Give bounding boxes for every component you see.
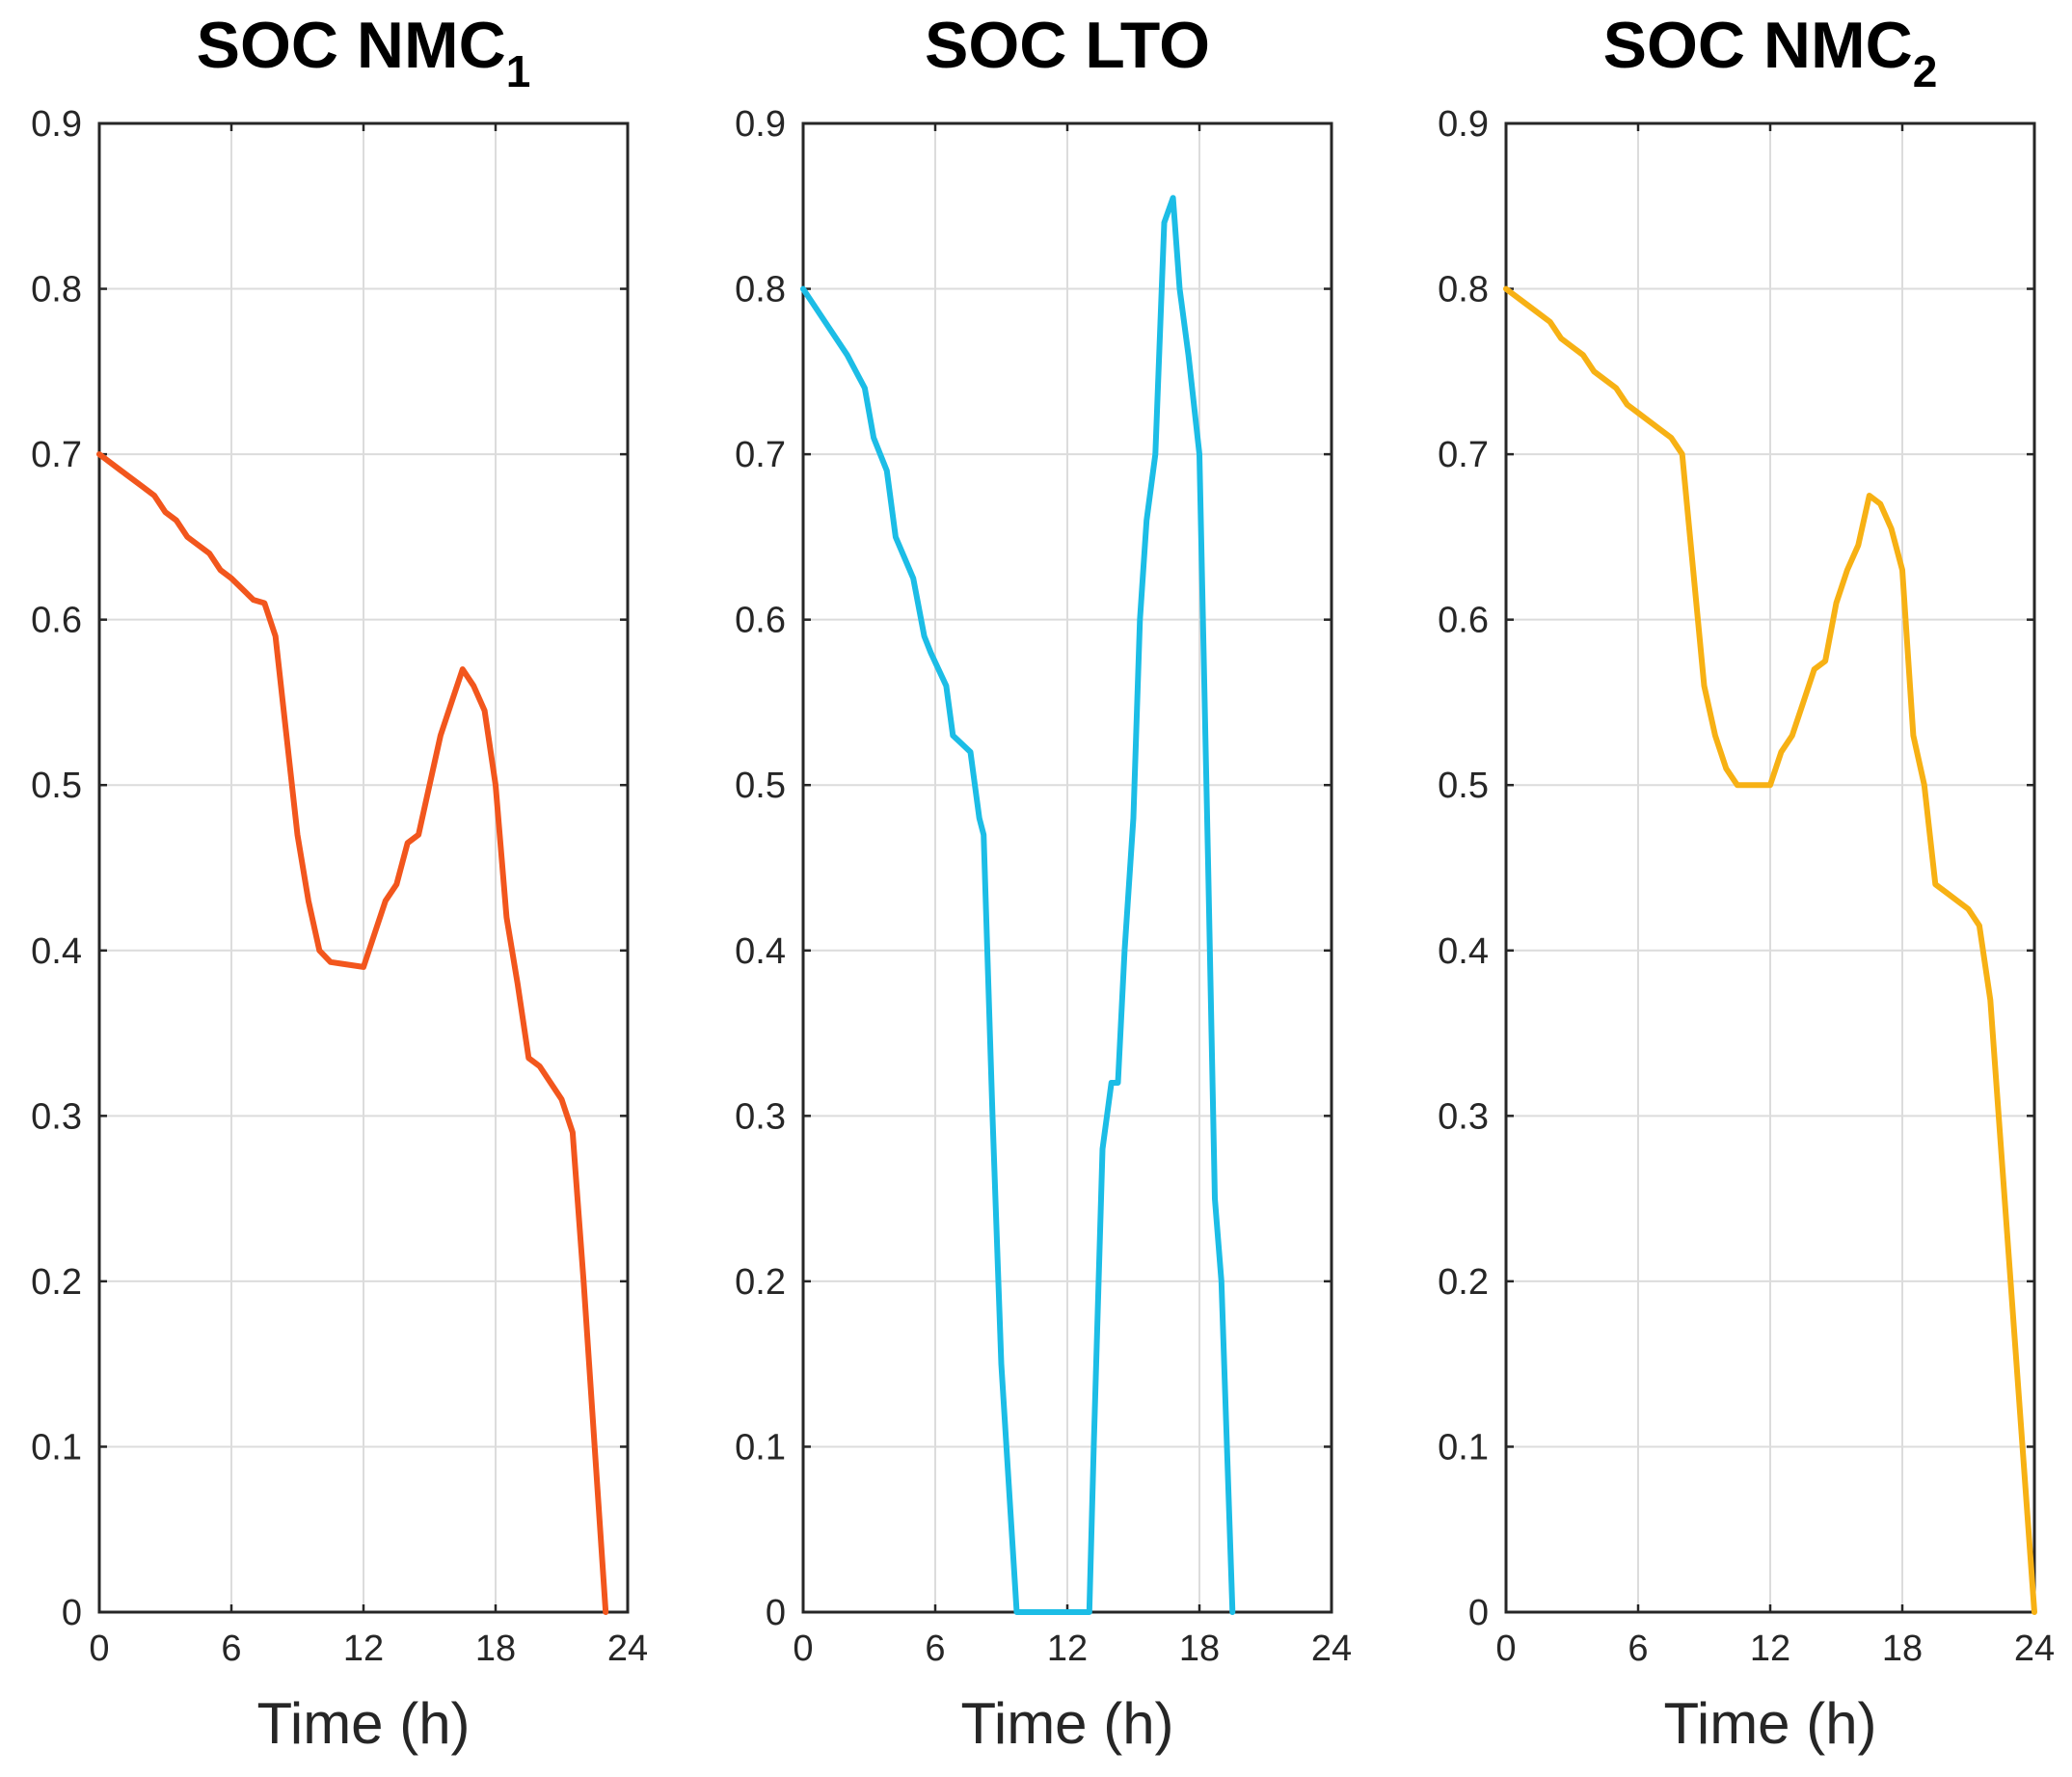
x-tick-label: 18 <box>1882 1629 1923 1669</box>
y-tick-label: 0.9 <box>1438 104 1489 145</box>
y-tick-label: 0.4 <box>735 931 786 972</box>
y-tick-label: 0.5 <box>1438 766 1489 806</box>
y-tick-label: 0.2 <box>31 1262 82 1303</box>
y-tick-label: 0.8 <box>735 270 786 310</box>
x-tick-label: 18 <box>1179 1629 1220 1669</box>
x-tick-label: 24 <box>607 1629 648 1669</box>
y-tick-label: 0.7 <box>735 435 786 475</box>
y-tick-label: 0.5 <box>31 766 82 806</box>
x-axis-label: Time (h) <box>256 1691 470 1756</box>
y-tick-label: 0.9 <box>735 104 786 145</box>
y-tick-label: 0.2 <box>1438 1262 1489 1303</box>
y-tick-label: 0.7 <box>1438 435 1489 475</box>
y-tick-label: 0.1 <box>735 1427 786 1467</box>
y-tick-label: 0.3 <box>31 1096 82 1137</box>
x-tick-label: 12 <box>1047 1629 1088 1669</box>
x-tick-label: 24 <box>1311 1629 1352 1669</box>
x-tick-label: 18 <box>475 1629 516 1669</box>
x-tick-label: 12 <box>343 1629 384 1669</box>
series-line-soc-nmc1 <box>96 451 609 1615</box>
chart-title: SOC LTO <box>925 9 1210 82</box>
y-tick-label: 0.6 <box>735 601 786 641</box>
x-tick-label: 6 <box>1628 1629 1648 1669</box>
y-tick-label: 0.3 <box>1438 1096 1489 1137</box>
chart-panel-2: 0 6 12 18 24 0 0.1 0.2 0.3 0.4 0.5 0.6 0.7 0.8 0.9 Time… <box>735 9 1352 1756</box>
chart-title: SOC NMC1 <box>197 9 531 96</box>
x-tick-label: 0 <box>793 1629 813 1669</box>
y-tick-label: 0.4 <box>1438 931 1489 972</box>
y-tick-label: 0.9 <box>31 104 82 145</box>
y-tick-label: 0 <box>62 1593 82 1633</box>
chart-panel-1: 0 6 12 18 24 0 0.1 0.2 0.3 0.4 0.5 0.6 0.7 0.8 0.9 Time… <box>31 9 648 1756</box>
y-tick-label: 0.8 <box>1438 270 1489 310</box>
x-tick-label: 0 <box>1495 1629 1516 1669</box>
series-line-soc-nmc2 <box>1503 285 2037 1615</box>
series-line-soc-lto <box>800 195 1236 1615</box>
y-tick-label: 0.5 <box>735 766 786 806</box>
y-tick-label: 0 <box>766 1593 786 1633</box>
y-tick-label: 0.6 <box>31 601 82 641</box>
y-tick-label: 0.4 <box>31 931 82 972</box>
y-tick-label: 0.7 <box>31 435 82 475</box>
x-axis-label: Time (h) <box>960 1691 1173 1756</box>
x-tick-label: 12 <box>1750 1629 1790 1669</box>
x-tick-label: 24 <box>2014 1629 2055 1669</box>
y-tick-label: 0.1 <box>31 1427 82 1467</box>
x-tick-label: 0 <box>89 1629 109 1669</box>
y-tick-label: 0 <box>1468 1593 1489 1633</box>
chart-title: SOC NMC2 <box>1603 9 1938 96</box>
chart-panel-3: 0 6 12 18 24 0 0.1 0.2 0.3 0.4 0.5 0.6 0.7 0.8 0.9 Time… <box>1438 9 2055 1756</box>
x-tick-label: 6 <box>221 1629 241 1669</box>
y-tick-label: 0.6 <box>1438 601 1489 641</box>
x-axis-label: Time (h) <box>1663 1691 1876 1756</box>
x-tick-label: 6 <box>925 1629 945 1669</box>
y-tick-label: 0.1 <box>1438 1427 1489 1467</box>
y-tick-label: 0.2 <box>735 1262 786 1303</box>
y-tick-label: 0.3 <box>735 1096 786 1137</box>
y-tick-label: 0.8 <box>31 270 82 310</box>
